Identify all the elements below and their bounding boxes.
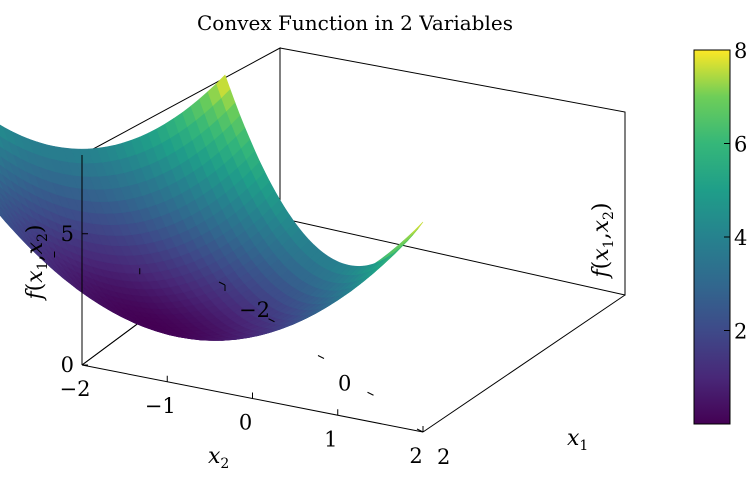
x2-tick-label: −1 [145,394,176,418]
surface-mesh [0,74,424,341]
x1-axis-line [422,294,626,433]
z-tick-label: 5 [61,222,74,246]
z-tick-label: 0 [61,353,74,377]
tick-mark [367,391,374,396]
colorbar: 2 4 6 8 [693,39,747,425]
x1-tick-label: −2 [239,298,270,322]
z-axis-label-right: f(x1,x2) [589,202,617,279]
back-wall-right [279,47,626,296]
colorbar-tick-label: 6 [734,133,747,157]
tick-mark [218,281,226,286]
x2-tick-label: 1 [324,427,337,451]
x1-axis-label: x1 [567,426,588,454]
colorbar-tick-label: 2 [734,320,747,344]
tick-mark [416,428,424,433]
colorbar-tick-label: 4 [734,226,747,250]
surface-patch [216,74,231,99]
chart-title: Convex Function in 2 Variables [197,11,513,35]
x2-axis-label: x2 [208,444,229,472]
x1-tick-label: 0 [338,372,351,396]
tick-mark [268,318,275,323]
tick-mark [317,355,325,359]
x2-tick-label: 2 [409,444,422,468]
x1-tick-label: 2 [437,445,450,469]
x2-tick-label: −2 [60,377,91,401]
colorbar-tick-label: 8 [734,39,747,63]
colorbar-ticks: 2 4 6 8 [724,39,747,344]
z-axis-label: f(x1,x2) [23,224,51,301]
x2-tick-label: 0 [239,411,252,435]
